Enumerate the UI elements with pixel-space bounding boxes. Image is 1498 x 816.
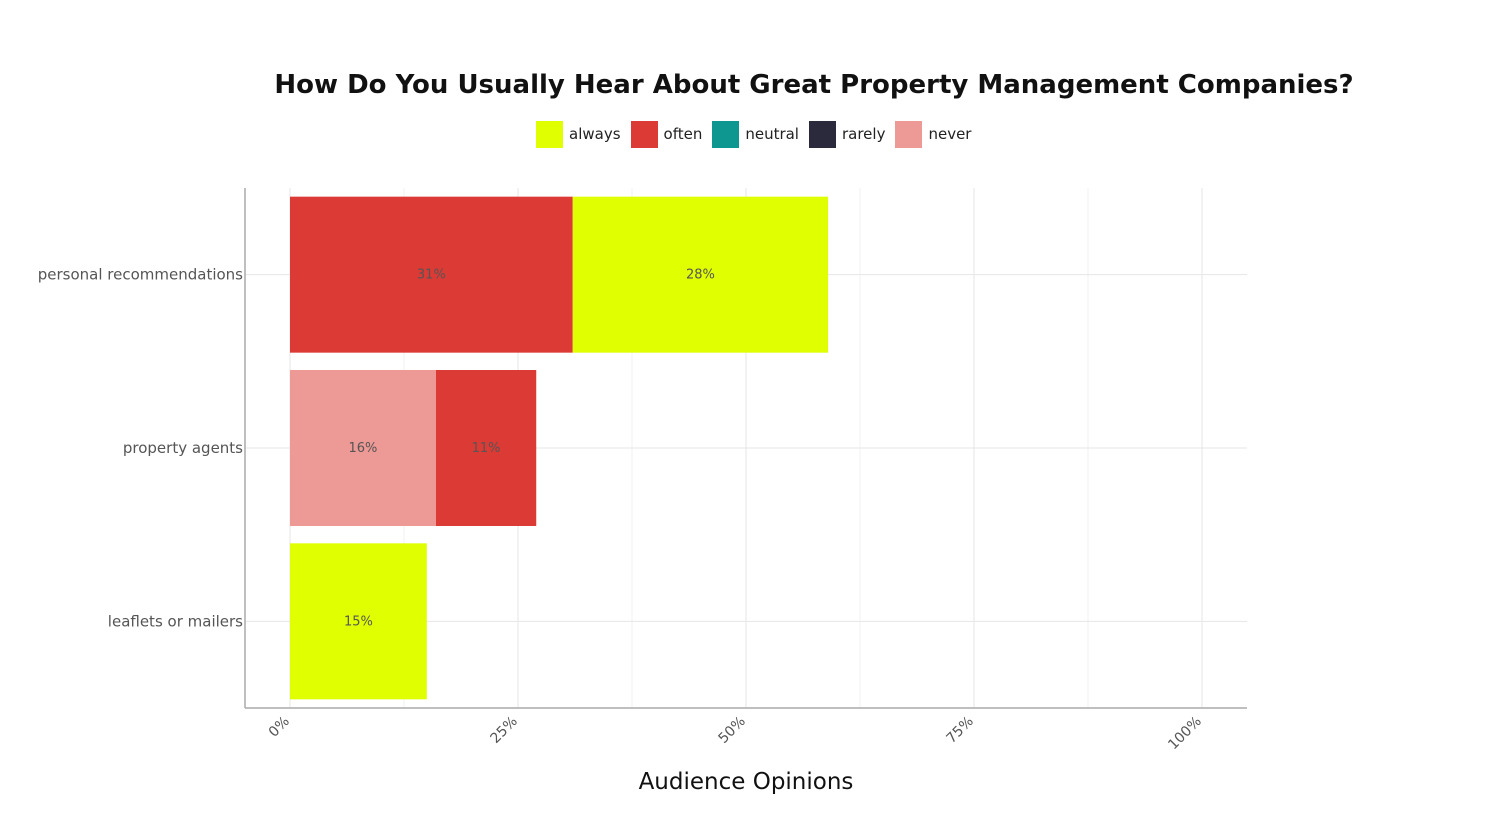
x-tick-label: 75% xyxy=(944,714,977,747)
legend-swatch xyxy=(536,120,563,148)
legend-label: rarely xyxy=(841,125,886,143)
legend-swatch xyxy=(712,120,740,148)
x-tick-label: 0% xyxy=(266,714,293,741)
data-label: 15% xyxy=(344,614,373,629)
data-label: 28% xyxy=(686,268,715,283)
data-label: 31% xyxy=(417,268,446,283)
legend-label: never xyxy=(928,125,972,143)
legend-label: always xyxy=(569,125,621,143)
x-tick-label: 50% xyxy=(716,714,749,747)
legend-swatch xyxy=(630,120,658,148)
legend-swatch xyxy=(895,120,923,148)
bar-often-1 xyxy=(435,370,537,526)
legend-item-never: never xyxy=(895,120,972,148)
x-tick-label: 25% xyxy=(488,714,521,747)
data-label: 11% xyxy=(472,441,501,456)
bar-often-0 xyxy=(290,196,573,353)
bar-always-2 xyxy=(290,543,427,700)
bar-always-0 xyxy=(572,196,829,353)
y-tick-label: personal recommendations xyxy=(38,266,243,284)
legend-item-neutral: neutral xyxy=(712,120,799,148)
y-tick-label: property agents xyxy=(123,439,243,457)
x-tick-label: 100% xyxy=(1165,714,1205,754)
x-axis-title: Audience Opinions xyxy=(639,769,854,795)
chart-title: How Do You Usually Hear About Great Prop… xyxy=(274,70,1354,100)
legend-item-rarely: rarely xyxy=(808,120,886,148)
legend-label: neutral xyxy=(745,125,799,143)
data-label: 16% xyxy=(349,441,378,456)
legend-item-often: often xyxy=(630,120,703,148)
legend-label: often xyxy=(663,125,703,143)
legend: always often neutral rarely never xyxy=(536,120,981,148)
y-tick-label: leaflets or mailers xyxy=(108,612,243,630)
bar-never-1 xyxy=(290,370,436,526)
legend-swatch xyxy=(808,120,836,148)
legend-item-always: always xyxy=(536,120,621,148)
